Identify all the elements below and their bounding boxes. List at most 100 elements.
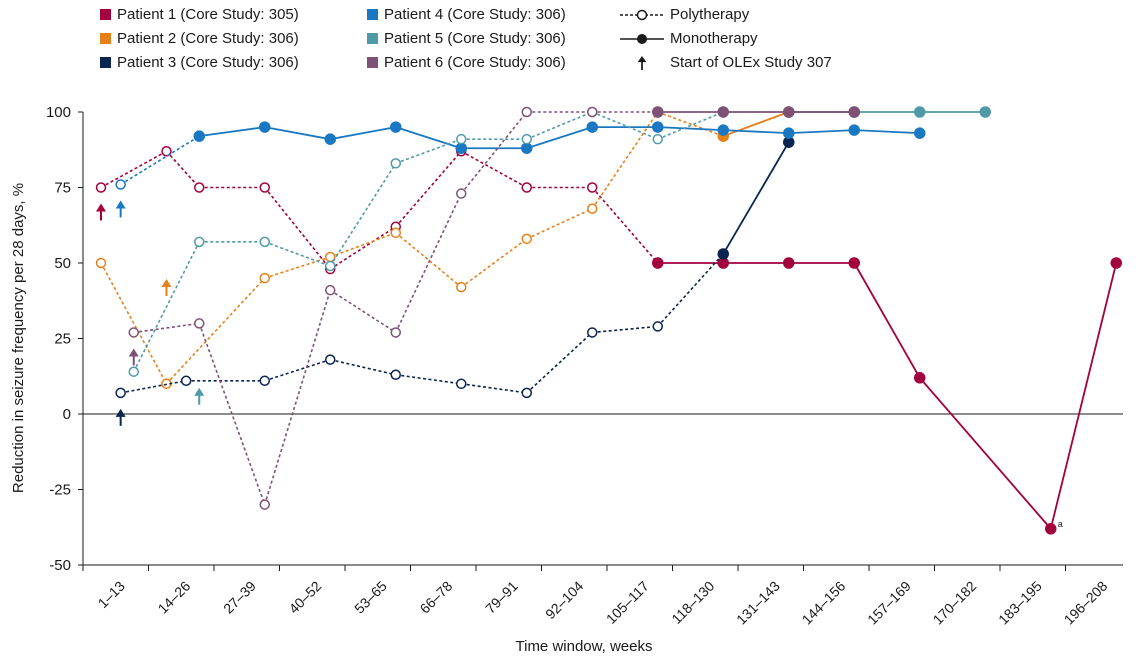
series-segment: [657, 111, 724, 140]
x-tick-label: 27–39: [220, 578, 259, 617]
series-segment: [461, 383, 527, 394]
start-arrow-head: [96, 203, 106, 212]
data-point: [587, 182, 598, 193]
legend-item-patient-2: Patient 2 (Core Study: 306): [100, 30, 299, 47]
data-point: [259, 236, 270, 248]
data-point: [194, 236, 205, 248]
legend-item-patient-5: Patient 5 (Core Study: 306): [367, 30, 566, 47]
series-segment: [120, 135, 200, 186]
series-layer: a: [95, 106, 1122, 535]
series-segment: [919, 377, 1052, 530]
data-point: [914, 127, 926, 139]
data-point: [456, 378, 467, 390]
data-point: [259, 182, 270, 193]
data-point: [652, 133, 663, 145]
legend-swatch: [367, 33, 378, 44]
data-point: [390, 369, 401, 380]
series-5: [128, 106, 991, 377]
data-point: [521, 133, 532, 145]
data-point: [259, 499, 270, 510]
legend-label: Patient 2 (Core Study: 306): [117, 30, 299, 47]
data-point: [390, 158, 401, 169]
x-tick-label: 144–156: [799, 578, 849, 628]
series-segment: [460, 238, 528, 288]
axes: 100 75 50 25 0 -25 -50 1–13 14–26 27–39 40–52 53–65…: [46, 104, 1123, 628]
x-tick-label: 183–195: [995, 578, 1045, 628]
data-point: [259, 375, 270, 387]
series-segment: [657, 111, 724, 137]
series-segment: [165, 277, 266, 385]
series-segment: [395, 138, 462, 165]
start-arrows: [96, 200, 205, 426]
data-point: [180, 375, 192, 387]
data-point: [390, 327, 401, 338]
data-point: [194, 182, 205, 193]
data-point: [324, 133, 336, 145]
series-segment: [264, 241, 331, 267]
series-segment: [100, 150, 167, 189]
dashed-line-open-circle-icon: [620, 9, 664, 20]
series-segment: [1049, 262, 1118, 529]
data-point: [652, 121, 664, 133]
y-axis-label: Reduction in seizure frequency per 28 da…: [10, 183, 27, 493]
legend-label: Polytherapy: [670, 6, 750, 23]
series-segment: [722, 111, 790, 138]
series-segment: [591, 111, 659, 210]
legend-item-polytherapy: Polytherapy: [620, 6, 749, 23]
x-tick-label: 131–143: [733, 578, 783, 628]
data-point: [587, 106, 598, 118]
x-tick-label: 1–13: [95, 578, 128, 611]
data-point: [1110, 257, 1122, 269]
legend-label: Start of OLEx Study 307: [670, 54, 832, 71]
series-segment: [264, 186, 331, 270]
series-segment: [395, 150, 462, 228]
series-segment: [330, 358, 396, 376]
series-segment: [460, 111, 528, 195]
data-point: [521, 142, 533, 154]
x-tick-label: 14–26: [155, 578, 194, 617]
series-4: [115, 121, 926, 190]
start-arrow-head: [128, 348, 139, 357]
y-tick-label: -25: [49, 482, 71, 499]
series-segment: [133, 322, 200, 334]
legend-label: Patient 5 (Core Study: 306): [384, 30, 566, 47]
y-tick-label: 50: [54, 255, 71, 272]
x-tick-label: 79–91: [482, 578, 521, 617]
legend-item-patient-6: Patient 6 (Core Study: 306): [367, 54, 566, 71]
series-segment: [264, 126, 331, 141]
data-point: [717, 106, 729, 118]
data-point: [128, 327, 139, 338]
data-point: [848, 124, 860, 136]
series-segment: [264, 358, 331, 382]
series-segment: [591, 186, 659, 264]
data-point: [259, 272, 270, 284]
up-arrow-icon: [637, 55, 647, 70]
series-segment: [199, 126, 265, 138]
data-point: [848, 257, 860, 269]
data-point: [652, 106, 664, 118]
x-tick-label: 157–169: [864, 578, 914, 628]
data-point: [717, 124, 729, 136]
x-tick-label: 170–182: [930, 578, 980, 628]
legend-item-patient-3: Patient 3 (Core Study: 306): [100, 54, 299, 71]
data-point: [652, 257, 664, 269]
series-segment: [526, 126, 593, 150]
x-axis-label: Time window, weeks: [516, 638, 653, 655]
legend-label: Patient 4 (Core Study: 306): [384, 6, 566, 23]
data-point: [259, 121, 271, 133]
data-point: [193, 130, 205, 142]
data-point: [587, 327, 598, 338]
series-segment: [329, 289, 397, 334]
data-point: [587, 203, 598, 214]
series-segment: [100, 262, 168, 385]
data-point: [95, 257, 107, 269]
series-segment: [133, 241, 200, 373]
data-point: [652, 321, 663, 332]
series-segment: [395, 126, 462, 150]
data-point: [914, 372, 926, 384]
x-tick-label: 118–130: [668, 578, 717, 627]
data-point: [455, 142, 467, 154]
data-point: [456, 133, 467, 145]
legend-swatch: [100, 33, 111, 44]
legend-item-patient-4: Patient 4 (Core Study: 306): [367, 6, 566, 23]
